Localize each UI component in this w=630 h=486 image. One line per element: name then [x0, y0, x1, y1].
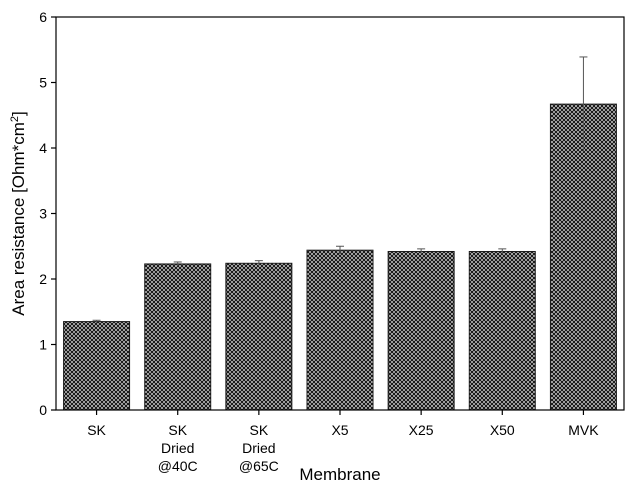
bars-layer	[63, 103, 617, 411]
x-tick-label-line: SK	[168, 422, 187, 438]
y-tick-label: 5	[39, 75, 47, 91]
x-tick-label-line: Dried	[161, 440, 194, 456]
error-bar	[417, 248, 426, 255]
error-bars-layer	[92, 56, 588, 323]
x-tick-label: SK	[87, 422, 106, 438]
error-bar	[579, 56, 588, 152]
x-tick-label-line: X50	[490, 422, 515, 438]
y-tick-label: 3	[39, 206, 47, 222]
x-tick-label-line: @40C	[158, 458, 198, 474]
y-axis-title: Area resistance [Ohm*cm2]	[9, 111, 28, 316]
x-tick-label: SK Dried @65C	[239, 422, 279, 474]
x-tick-label-line: MVK	[568, 422, 599, 438]
error-bar	[336, 245, 344, 255]
x-tick-label: SK Dried @40C	[158, 422, 198, 474]
y-tick-label: 0	[39, 402, 47, 418]
x-tick-label: X25	[409, 422, 434, 438]
x-tick-label-line: X5	[331, 422, 348, 438]
x-tick-label: X5	[331, 422, 348, 438]
x-tick-label-line: @65C	[239, 458, 279, 474]
y-axis: 0 1 2 3 4 5 6	[39, 9, 56, 418]
y-tick-label: 4	[39, 140, 47, 156]
bar	[468, 250, 536, 411]
error-bar	[498, 248, 507, 255]
y-axis-title-superscript: 2	[9, 116, 21, 122]
bar	[387, 250, 455, 411]
error-bar	[92, 319, 101, 323]
y-tick-label: 6	[39, 9, 47, 25]
x-tick-label-line: SK	[87, 422, 106, 438]
bar	[63, 321, 131, 411]
bar	[225, 262, 293, 411]
error-bar	[173, 261, 182, 266]
y-axis-title-main: Area resistance [Ohm*cm	[9, 122, 28, 316]
y-tick-label: 1	[39, 337, 47, 353]
x-tick-label: X50	[490, 422, 515, 438]
bar	[144, 263, 212, 411]
x-tick-label-line: X25	[409, 422, 434, 438]
bar	[306, 249, 374, 411]
y-axis-title-close: ]	[9, 111, 28, 116]
x-axis: SK SK Dried @40C SK Dried @65C X5 X25 X50 MVK	[87, 410, 599, 474]
error-bar	[254, 260, 263, 266]
bar	[549, 103, 617, 411]
x-tick-label-line: SK	[250, 422, 269, 438]
y-tick-label: 2	[39, 271, 47, 287]
x-axis-title: Membrane	[299, 465, 380, 484]
x-tick-label-line: Dried	[242, 440, 275, 456]
x-tick-label: MVK	[568, 422, 599, 438]
